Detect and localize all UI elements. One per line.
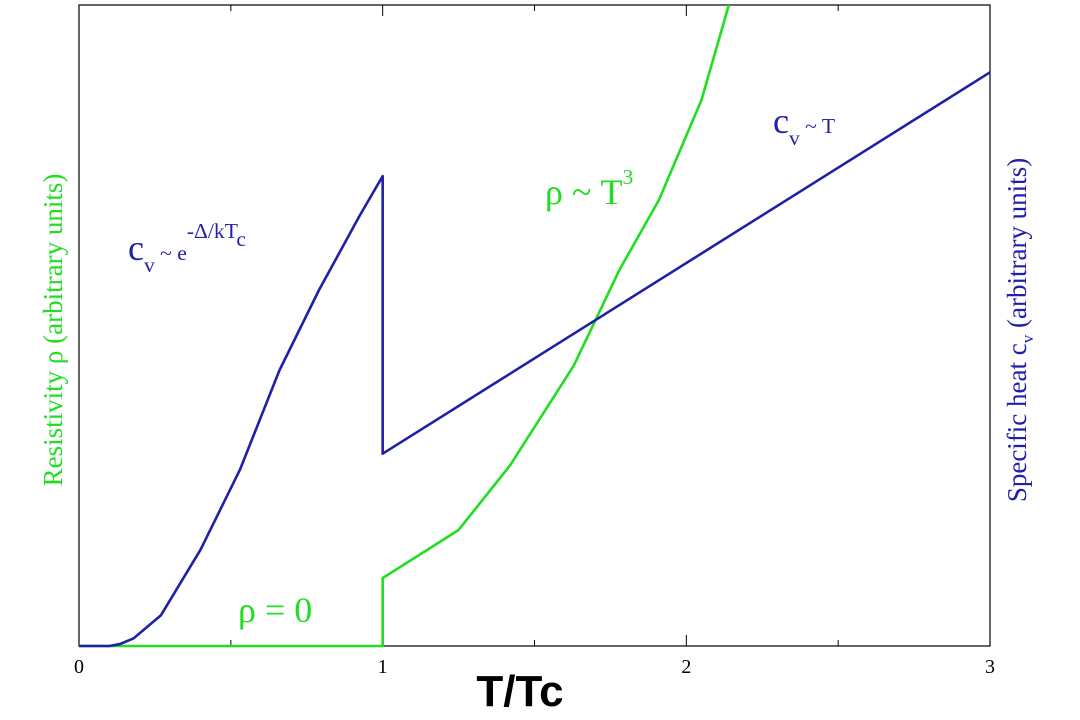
x-tick-label: 0	[74, 656, 84, 678]
label-part: (arbitrary units)	[1002, 158, 1032, 335]
x-tick-label: 1	[378, 656, 388, 678]
y-axis-label: Resistivity ρ (arbitrary units)	[38, 174, 68, 487]
annotation-part: c	[128, 228, 144, 268]
annotation-part: ρ = 0	[238, 590, 312, 630]
annotation-part: c	[773, 101, 789, 141]
annotation: cv ~ T	[773, 101, 835, 150]
x-axis-label: T/Tc	[476, 667, 563, 716]
annotation-part: -Δ/kT	[187, 219, 238, 243]
annotation-part: ρ ~ T	[545, 172, 622, 212]
data-line	[79, 71, 991, 648]
label-part: v	[1018, 334, 1037, 343]
annotation: ρ ~ T3	[545, 165, 633, 212]
y2-axis-label: Specific heat cv (arbitrary units)	[1002, 158, 1037, 502]
x-tick-label: 2	[681, 656, 691, 678]
x-tick-label: 3	[985, 656, 995, 678]
annotation-part: ~ e	[155, 241, 187, 265]
annotation: cv ~ e-Δ/kTc	[128, 219, 246, 277]
annotation-part: c	[236, 227, 246, 251]
annotation-part: v	[789, 126, 800, 150]
annotation: ρ = 0	[238, 590, 312, 630]
annotation-part: v	[144, 253, 155, 277]
annotation-part: 3	[622, 165, 633, 189]
label-part: Specific heat c	[1002, 343, 1032, 502]
plot-frame	[78, 4, 991, 647]
data-line	[79, 4, 731, 648]
annotation-part: ~ T	[800, 114, 835, 138]
